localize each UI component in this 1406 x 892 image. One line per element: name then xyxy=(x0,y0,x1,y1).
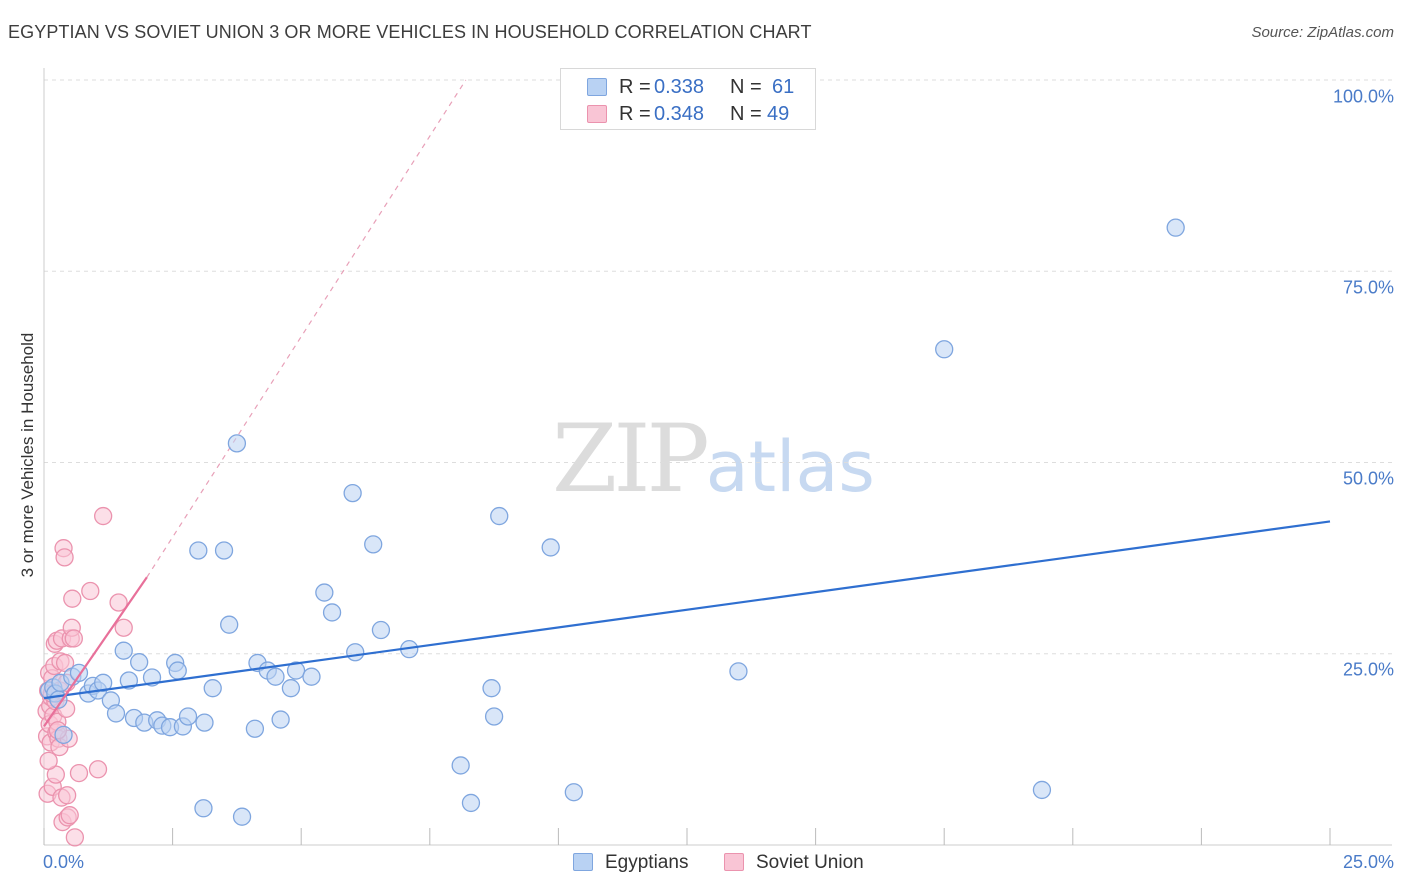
y-tick-label-75: 75.0% xyxy=(1342,277,1394,298)
legend-r-value: 0.348 xyxy=(654,103,705,125)
legend-n-value: 61 xyxy=(772,76,795,98)
watermark-atlas: atlas xyxy=(705,426,875,508)
legend-n-label: N = xyxy=(730,103,762,125)
egyptians-point xyxy=(130,653,149,672)
legend-n-value: 49 xyxy=(767,103,790,125)
egyptians-point xyxy=(1166,218,1185,237)
watermark-zip: ZIP xyxy=(552,405,710,514)
y-tick-label-25: 25.0% xyxy=(1342,659,1394,680)
source-note: Source: ZipAtlas.com xyxy=(1251,24,1394,41)
soviet-union-point xyxy=(64,629,83,648)
soviet-union-point xyxy=(69,763,89,783)
egyptians-point xyxy=(281,679,301,698)
egyptians-point xyxy=(729,662,748,681)
bottom-legend-swatch-pink xyxy=(724,853,744,871)
soviet-union-point xyxy=(65,828,85,847)
x-tick-label-max: 25.0% xyxy=(1342,852,1394,872)
egyptians-point xyxy=(114,641,133,660)
egyptians-point xyxy=(232,807,252,826)
egyptians-point xyxy=(106,704,126,723)
soviet-union-point xyxy=(88,760,108,779)
egyptians-point xyxy=(1032,780,1052,800)
soviet-union-point xyxy=(57,786,77,805)
egyptians-point xyxy=(461,793,481,813)
legend-swatch-pink xyxy=(587,105,607,123)
soviet-union-point xyxy=(94,506,113,526)
soviet-union-point xyxy=(55,548,74,567)
legend-n-label: N = xyxy=(730,76,762,98)
soviet-union-point xyxy=(60,806,79,825)
soviet-union-point xyxy=(81,581,100,601)
bottom-legend-label: Egyptians xyxy=(605,852,689,873)
egyptians-point xyxy=(271,710,290,729)
egyptians-point xyxy=(178,707,198,726)
egyptians-point xyxy=(245,719,265,738)
egyptians-point xyxy=(935,340,954,359)
egyptians-point xyxy=(451,756,470,775)
egyptians-point xyxy=(168,661,187,680)
bottom-legend-label: Soviet Union xyxy=(756,852,864,873)
egyptians-point xyxy=(194,799,213,818)
egyptians-point xyxy=(315,583,334,602)
egyptians-point xyxy=(541,538,560,557)
soviet-union-point xyxy=(63,589,82,608)
soviet-union-trend-line xyxy=(43,576,148,728)
soviet-union-trend-extension xyxy=(146,79,467,578)
egyptians-trend-line xyxy=(43,520,1331,700)
y-tick-label-100: 100.0% xyxy=(1332,86,1394,107)
watermark: ZIPatlas xyxy=(552,405,875,514)
soviet-union-point xyxy=(114,618,133,637)
egyptians-point xyxy=(266,667,285,686)
egyptians-point xyxy=(195,713,214,732)
legend-r-label: R = xyxy=(619,76,651,98)
egyptians-point xyxy=(189,541,208,560)
egyptians-point xyxy=(346,643,365,662)
bottom-legend-swatch-blue xyxy=(573,853,593,871)
egyptians-point xyxy=(364,535,383,554)
egyptians-point xyxy=(371,620,391,640)
egyptians-point xyxy=(564,783,583,802)
legend-r-label: R = xyxy=(619,103,651,125)
egyptians-point xyxy=(482,679,501,698)
egyptians-point xyxy=(484,707,504,726)
egyptians-point xyxy=(302,667,321,686)
egyptians-point xyxy=(343,483,362,503)
y-tick-label-50: 50.0% xyxy=(1342,468,1394,489)
legend-r-value: 0.338 xyxy=(654,76,705,98)
stats-legend: R = 0.338 N = 61 R = 0.348 N = 49 xyxy=(560,68,816,130)
soviet-union-point xyxy=(39,751,58,770)
egyptians-point xyxy=(227,434,247,453)
chart-title: EGYPTIAN VS SOVIET UNION 3 OR MORE VEHIC… xyxy=(8,22,812,42)
egyptians-point xyxy=(220,615,239,634)
egyptians-point xyxy=(203,679,222,698)
egyptians-point xyxy=(214,541,234,560)
egyptians-point xyxy=(54,725,73,744)
legend-swatch-blue xyxy=(587,78,607,96)
egyptians-point xyxy=(286,661,306,680)
egyptians-point xyxy=(94,673,113,692)
soviet-union-point xyxy=(109,593,128,612)
egyptians-point xyxy=(490,506,509,526)
x-tick-label-min: 0.0% xyxy=(43,852,85,872)
egyptians-point xyxy=(322,603,342,622)
y-axis-label: 3 or more Vehicles in Household xyxy=(18,332,37,578)
